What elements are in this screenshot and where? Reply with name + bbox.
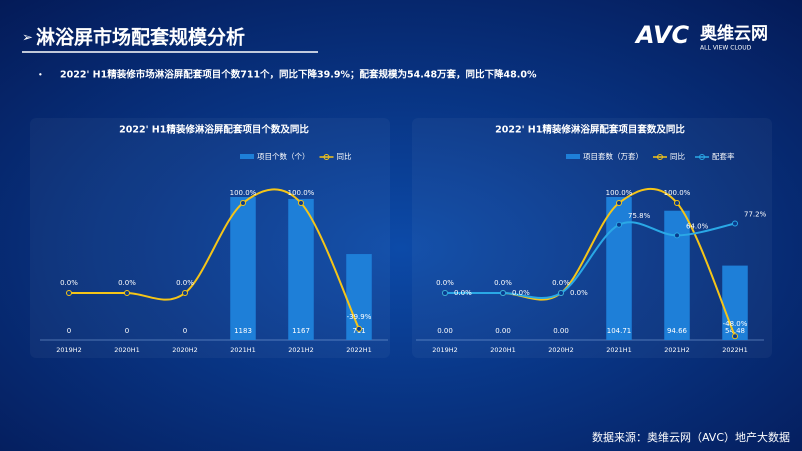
bar-value-label: 0 <box>183 327 187 335</box>
x-tick-label: 2020H1 <box>490 346 516 354</box>
line-point <box>298 200 304 206</box>
line-point <box>732 220 738 227</box>
x-tick-label: 2019H2 <box>432 346 458 354</box>
legend-swatch <box>240 154 254 159</box>
legend-swatch <box>323 154 330 160</box>
chart-title: 2022' H1精装修淋浴屏配套项目套数及同比 <box>495 124 685 136</box>
line-value-label: 100.0% <box>230 189 257 197</box>
line-point <box>356 325 362 332</box>
bar <box>664 210 690 340</box>
legend-swatch <box>699 154 705 160</box>
x-tick-label: 2021H2 <box>664 346 690 354</box>
bar-value-label: 1167 <box>292 327 310 335</box>
legend-label: 项目个数（个） <box>257 151 310 161</box>
line-value-label: 77.2% <box>744 211 767 219</box>
line-point <box>442 290 448 296</box>
source: 数据来源：奥维云网（AVC）地产大数据 <box>592 430 790 444</box>
x-tick-label: 2022H1 <box>346 346 372 354</box>
line-value-label: 0.0% <box>176 279 194 287</box>
line-point <box>124 290 130 296</box>
line-point <box>558 290 564 296</box>
line-value-label: 75.8% <box>628 212 651 220</box>
bar <box>230 197 256 340</box>
line-point <box>674 232 680 239</box>
line-point <box>616 221 622 228</box>
x-tick-label: 2020H2 <box>172 346 198 354</box>
line-value-label: 0.0% <box>118 279 136 287</box>
bar-value-label: 0 <box>125 327 129 335</box>
line-value-label: 100.0% <box>664 189 691 197</box>
bar-value-label: 0.00 <box>495 327 511 335</box>
x-tick-label: 2019H2 <box>56 346 82 354</box>
legend-swatch <box>566 154 580 159</box>
line-value-label: 100.0% <box>606 189 633 197</box>
line-point <box>182 290 188 296</box>
line-value-label: 0.0% <box>436 279 454 287</box>
line-point <box>616 200 622 206</box>
title-arrow: ➢ <box>22 31 33 46</box>
bar <box>606 197 632 340</box>
line-value-label: 0.0% <box>454 289 472 297</box>
line-value-label: -48.0% <box>723 320 748 328</box>
line-value-label: 0.0% <box>552 279 570 287</box>
bar-value-label: 0.00 <box>437 327 453 335</box>
x-tick-label: 2022H1 <box>722 346 748 354</box>
bar-value-label: 0 <box>67 327 71 335</box>
line-point <box>732 333 738 340</box>
bullet-text: 2022' H1精装修市场淋浴屏配套项目个数711个，同比下降39.9%；配套规… <box>60 69 537 81</box>
slide-title: 淋浴屏市场配套规模分析 <box>36 26 245 49</box>
x-tick-label: 2021H2 <box>288 346 314 354</box>
x-tick-label: 2020H2 <box>548 346 574 354</box>
logo-brand: AVC <box>634 21 690 49</box>
line-value-label: 0.0% <box>494 279 512 287</box>
legend-label: 项目套数（万套） <box>583 151 643 161</box>
line-value-label: 0.0% <box>512 289 530 297</box>
line-point <box>500 290 506 296</box>
line-point <box>240 200 246 206</box>
line-point <box>674 200 680 206</box>
bar <box>288 198 314 340</box>
line-value-label: 100.0% <box>288 189 315 197</box>
bar <box>346 254 372 340</box>
legend-label: 同比 <box>670 151 685 161</box>
legend-label: 配套率 <box>712 151 735 161</box>
line-value-label: 64.0% <box>686 222 709 230</box>
bar-value-label: 0.00 <box>553 327 569 335</box>
line-value-label: 0.0% <box>60 279 78 287</box>
line-value-label: -39.9% <box>347 313 372 321</box>
bar-value-label: 94.66 <box>667 327 688 335</box>
x-tick-label: 2020H1 <box>114 346 140 354</box>
logo-name: 奥维云网 <box>700 23 768 44</box>
legend-swatch <box>657 154 663 160</box>
line-value-label: 0.0% <box>570 289 588 297</box>
x-tick-label: 2021H1 <box>606 346 632 354</box>
legend-label: 同比 <box>337 151 352 161</box>
bar <box>722 265 748 340</box>
logo-tagline: ALL VIEW CLOUD <box>700 45 752 52</box>
bar-value-label: 54.48 <box>725 327 745 335</box>
chart-title: 2022' H1精装修淋浴屏配套项目个数及同比 <box>119 124 309 136</box>
x-tick-label: 2021H1 <box>230 346 256 354</box>
bar-value-label: 1183 <box>234 327 252 335</box>
line-point <box>66 290 72 296</box>
bullet-dot: • <box>38 71 43 80</box>
bar-value-label: 104.71 <box>607 327 632 335</box>
